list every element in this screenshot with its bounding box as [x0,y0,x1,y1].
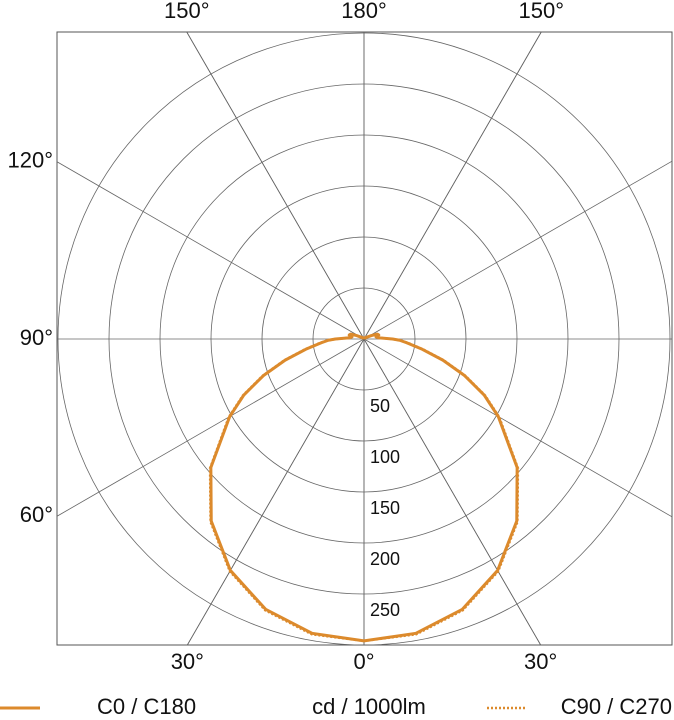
ring-label: 100 [370,447,400,467]
angle-label: 120° [7,148,53,173]
intensity-curve [362,332,520,643]
angle-label: 150° [518,0,564,23]
marks [208,332,520,643]
intensity-curve [362,332,519,643]
angle-label: 30° [171,649,204,674]
legend-label: C90 / C270 [561,694,672,719]
ring-label: 250 [370,600,400,620]
legend-label: C0 / C180 [97,694,196,719]
angle-label: 90° [20,325,53,350]
ring-label: 150 [370,498,400,518]
ring-label: 200 [370,549,400,569]
intensity-curve [208,332,366,643]
intensity-curve [209,332,366,643]
ring-label: 50 [370,396,390,416]
unit-label: cd / 1000lm [312,694,426,719]
angle-label: 150° [164,0,210,23]
angle-label: 180° [341,0,387,23]
angle-label: 0° [353,649,374,674]
angle-label: 30° [524,649,557,674]
angle-label: 60° [20,502,53,527]
